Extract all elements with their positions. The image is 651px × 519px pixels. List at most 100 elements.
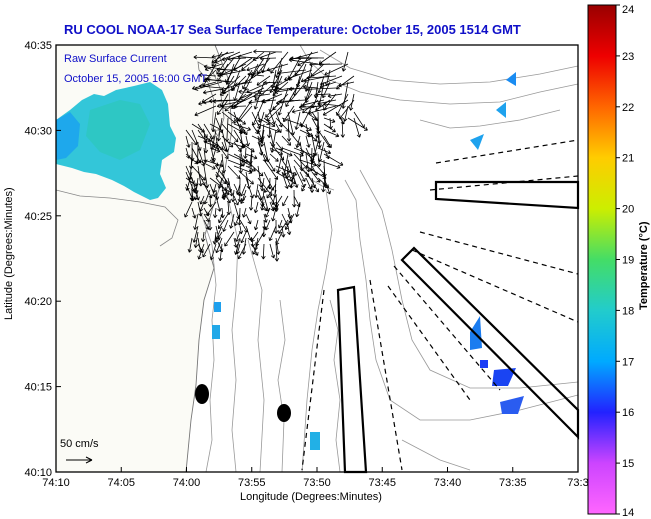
sst-patch-offshore-c [470,134,484,150]
current-arrow [242,207,247,218]
current-arrow [294,111,301,130]
sst-patch-southeast-d [500,396,524,414]
current-arrow [302,99,325,107]
current-arrow [209,183,216,198]
current-arrow [281,225,286,238]
current-arrow [253,93,271,99]
current-arrow [211,111,217,133]
current-arrow [184,201,193,218]
colorbar-tick-label: 20 [622,204,634,216]
current-arrow [299,171,306,182]
current-arrow [239,171,254,185]
current-arrow [306,87,337,92]
current-arrow [221,153,226,174]
current-arrow [209,147,221,153]
y-axis-ticks: 40:10 40:15 40:20 40:25 40:30 40:35 [24,40,61,479]
sst-patch-southeast-c [492,368,516,386]
sst-patch-nearshore-c [310,432,320,450]
current-arrow [264,183,271,193]
current-arrow [317,99,337,106]
current-arrow [253,201,259,214]
current-arrow [260,201,265,211]
current-arrow [240,195,247,204]
current-arrow [199,201,205,212]
current-arrow [319,81,337,89]
current-arrow [300,69,325,83]
current-arrow [299,123,312,131]
current-arrow [193,55,217,60]
current-arrow [270,51,289,74]
current-arrow [211,147,217,161]
current-arrow [218,243,223,262]
current-arrow [340,117,345,138]
current-arrow [200,231,206,242]
current-arrow [323,123,336,133]
current-arrow [222,219,229,232]
current-arrow [245,213,252,225]
y-tick-label: 40:20 [24,296,52,308]
current-arrow [277,219,283,229]
current-arrow [221,123,239,143]
current-arrow [261,99,277,104]
current-arrow [197,243,205,260]
current-arrow [245,135,250,147]
current-arrow [287,111,295,136]
current-arrow [323,117,336,123]
current-arrow [266,183,277,199]
current-arrow [287,171,293,182]
colorbar-label: Temperature (°C) [638,221,650,310]
colorbar-ticks: 14 15 16 17 18 19 20 21 22 23 24 [616,4,634,519]
current-arrow [194,81,223,91]
current-arrow [214,51,241,64]
current-arrow [193,189,199,201]
current-arrow [260,177,265,192]
current-arrow [285,81,301,107]
current-arrow [238,225,244,235]
current-arrow [275,57,283,79]
current-arrow [203,141,219,148]
current-arrow [221,135,234,148]
current-arrow [253,49,283,54]
current-arrow [317,147,332,155]
current-arrow [256,75,271,86]
current-arrow [199,84,223,89]
current-arrow [293,177,299,188]
x-axis-ticks: 74:10 74:05 74:00 73:55 73:50 73:45 73:40 73:35… [42,467,589,489]
current-arrow [235,231,241,242]
current-arrow [259,56,277,61]
current-arrow [263,117,276,127]
current-arrow [260,135,265,147]
current-arrow [191,207,197,219]
x-tick-label: 73:3 [567,477,588,489]
current-arrow [202,87,229,95]
current-arrow [203,213,210,222]
x-tick-label: 73:35 [499,477,527,489]
current-arrow [221,189,231,204]
current-arrow [323,129,340,138]
current-arrow [282,195,289,207]
current-arrow [209,243,217,261]
current-arrow [311,177,317,189]
current-arrow [248,195,254,211]
current-arrow [335,75,355,90]
current-arrow [185,135,191,148]
current-arrow [264,219,271,231]
station-dot-a [195,384,209,404]
colorbar-tick-label: 18 [622,305,634,317]
current-arrow [204,77,235,83]
current-arrow [240,231,247,244]
current-arrow [247,72,265,77]
current-arrow [190,189,195,202]
current-arrow [193,231,199,248]
colorbar-tick-label: 15 [622,458,634,470]
current-arrow [278,99,307,104]
x-tick-label: 73:50 [303,477,331,489]
current-arrow [306,75,337,81]
current-arrow [305,171,319,193]
current-arrow [274,243,280,262]
current-arrow [286,117,292,142]
current-arrow [193,183,199,193]
current-arrow [323,135,332,149]
current-arrow [238,89,265,95]
